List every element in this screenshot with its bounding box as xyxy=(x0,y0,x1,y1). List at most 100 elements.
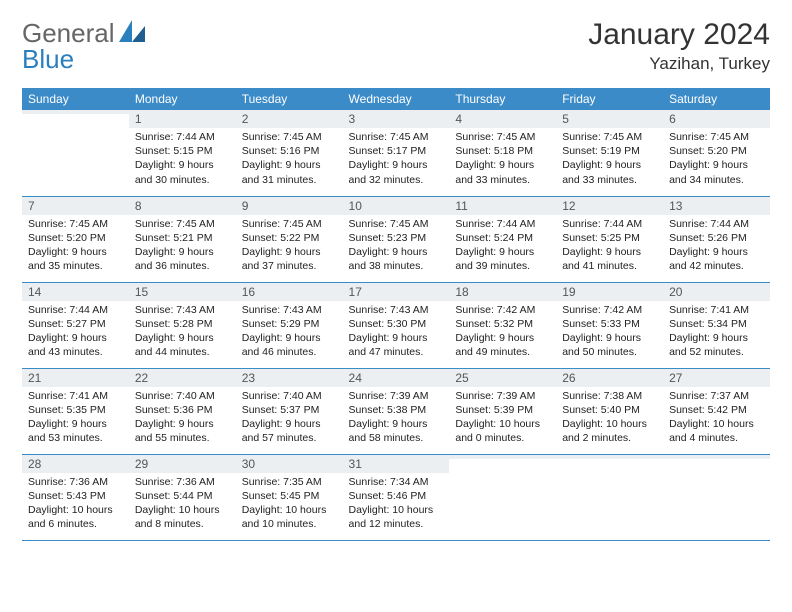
sunset-text: Sunset: 5:44 PM xyxy=(135,489,230,503)
sunset-text: Sunset: 5:43 PM xyxy=(28,489,123,503)
daylight-text: Daylight: 9 hours and 42 minutes. xyxy=(669,245,764,273)
weekday-header: Sunday xyxy=(22,88,129,110)
sunrise-text: Sunrise: 7:43 AM xyxy=(349,303,444,317)
sunrise-text: Sunrise: 7:45 AM xyxy=(349,217,444,231)
sunrise-text: Sunrise: 7:45 AM xyxy=(135,217,230,231)
sunrise-text: Sunrise: 7:44 AM xyxy=(28,303,123,317)
calendar-week-row: 28Sunrise: 7:36 AMSunset: 5:43 PMDayligh… xyxy=(22,454,770,540)
sunset-text: Sunset: 5:26 PM xyxy=(669,231,764,245)
sunrise-text: Sunrise: 7:34 AM xyxy=(349,475,444,489)
sunset-text: Sunset: 5:35 PM xyxy=(28,403,123,417)
sunset-text: Sunset: 5:16 PM xyxy=(242,144,337,158)
day-number xyxy=(556,455,663,459)
calendar-day-cell: 10Sunrise: 7:45 AMSunset: 5:23 PMDayligh… xyxy=(343,196,450,282)
sunrise-text: Sunrise: 7:44 AM xyxy=(455,217,550,231)
daylight-text: Daylight: 10 hours and 8 minutes. xyxy=(135,503,230,531)
sunrise-text: Sunrise: 7:44 AM xyxy=(562,217,657,231)
day-number xyxy=(663,455,770,459)
daylight-text: Daylight: 9 hours and 36 minutes. xyxy=(135,245,230,273)
day-number: 10 xyxy=(343,197,450,215)
daylight-text: Daylight: 9 hours and 55 minutes. xyxy=(135,417,230,445)
calendar-day-cell: 17Sunrise: 7:43 AMSunset: 5:30 PMDayligh… xyxy=(343,282,450,368)
calendar-day-cell: 13Sunrise: 7:44 AMSunset: 5:26 PMDayligh… xyxy=(663,196,770,282)
sunrise-text: Sunrise: 7:45 AM xyxy=(562,130,657,144)
calendar-day-cell: 8Sunrise: 7:45 AMSunset: 5:21 PMDaylight… xyxy=(129,196,236,282)
sunrise-text: Sunrise: 7:41 AM xyxy=(669,303,764,317)
day-body: Sunrise: 7:45 AMSunset: 5:18 PMDaylight:… xyxy=(449,128,556,191)
daylight-text: Daylight: 9 hours and 33 minutes. xyxy=(562,158,657,186)
day-number: 22 xyxy=(129,369,236,387)
day-number: 20 xyxy=(663,283,770,301)
day-body: Sunrise: 7:38 AMSunset: 5:40 PMDaylight:… xyxy=(556,387,663,450)
daylight-text: Daylight: 9 hours and 44 minutes. xyxy=(135,331,230,359)
day-number: 27 xyxy=(663,369,770,387)
day-number: 29 xyxy=(129,455,236,473)
daylight-text: Daylight: 9 hours and 38 minutes. xyxy=(349,245,444,273)
calendar-day-cell: 1Sunrise: 7:44 AMSunset: 5:15 PMDaylight… xyxy=(129,110,236,196)
day-body: Sunrise: 7:36 AMSunset: 5:44 PMDaylight:… xyxy=(129,473,236,536)
logo-text-blue: Blue xyxy=(22,44,74,75)
sunrise-text: Sunrise: 7:43 AM xyxy=(135,303,230,317)
day-body: Sunrise: 7:45 AMSunset: 5:19 PMDaylight:… xyxy=(556,128,663,191)
day-number: 11 xyxy=(449,197,556,215)
day-number: 5 xyxy=(556,110,663,128)
daylight-text: Daylight: 10 hours and 12 minutes. xyxy=(349,503,444,531)
logo-mark-icon xyxy=(119,18,145,49)
calendar-day-cell: 4Sunrise: 7:45 AMSunset: 5:18 PMDaylight… xyxy=(449,110,556,196)
sunrise-text: Sunrise: 7:40 AM xyxy=(135,389,230,403)
day-body: Sunrise: 7:34 AMSunset: 5:46 PMDaylight:… xyxy=(343,473,450,536)
calendar-day-cell: 24Sunrise: 7:39 AMSunset: 5:38 PMDayligh… xyxy=(343,368,450,454)
calendar-day-cell xyxy=(556,454,663,540)
daylight-text: Daylight: 9 hours and 46 minutes. xyxy=(242,331,337,359)
day-body: Sunrise: 7:44 AMSunset: 5:25 PMDaylight:… xyxy=(556,215,663,278)
daylight-text: Daylight: 9 hours and 43 minutes. xyxy=(28,331,123,359)
day-number: 16 xyxy=(236,283,343,301)
weekday-header-row: Sunday Monday Tuesday Wednesday Thursday… xyxy=(22,88,770,110)
daylight-text: Daylight: 9 hours and 50 minutes. xyxy=(562,331,657,359)
day-body: Sunrise: 7:37 AMSunset: 5:42 PMDaylight:… xyxy=(663,387,770,450)
calendar-day-cell: 26Sunrise: 7:38 AMSunset: 5:40 PMDayligh… xyxy=(556,368,663,454)
day-number: 7 xyxy=(22,197,129,215)
calendar-day-cell: 29Sunrise: 7:36 AMSunset: 5:44 PMDayligh… xyxy=(129,454,236,540)
day-number: 15 xyxy=(129,283,236,301)
sunset-text: Sunset: 5:42 PM xyxy=(669,403,764,417)
day-body: Sunrise: 7:45 AMSunset: 5:23 PMDaylight:… xyxy=(343,215,450,278)
sunrise-text: Sunrise: 7:39 AM xyxy=(349,389,444,403)
daylight-text: Daylight: 9 hours and 52 minutes. xyxy=(669,331,764,359)
calendar-week-row: 21Sunrise: 7:41 AMSunset: 5:35 PMDayligh… xyxy=(22,368,770,454)
sunset-text: Sunset: 5:25 PM xyxy=(562,231,657,245)
sunset-text: Sunset: 5:32 PM xyxy=(455,317,550,331)
daylight-text: Daylight: 9 hours and 39 minutes. xyxy=(455,245,550,273)
sunrise-text: Sunrise: 7:41 AM xyxy=(28,389,123,403)
sunrise-text: Sunrise: 7:43 AM xyxy=(242,303,337,317)
day-number: 26 xyxy=(556,369,663,387)
calendar-day-cell: 28Sunrise: 7:36 AMSunset: 5:43 PMDayligh… xyxy=(22,454,129,540)
calendar-day-cell: 11Sunrise: 7:44 AMSunset: 5:24 PMDayligh… xyxy=(449,196,556,282)
day-body: Sunrise: 7:44 AMSunset: 5:27 PMDaylight:… xyxy=(22,301,129,364)
calendar-day-cell: 20Sunrise: 7:41 AMSunset: 5:34 PMDayligh… xyxy=(663,282,770,368)
calendar-day-cell: 31Sunrise: 7:34 AMSunset: 5:46 PMDayligh… xyxy=(343,454,450,540)
sunset-text: Sunset: 5:30 PM xyxy=(349,317,444,331)
sunrise-text: Sunrise: 7:36 AM xyxy=(135,475,230,489)
sunrise-text: Sunrise: 7:37 AM xyxy=(669,389,764,403)
weekday-header: Thursday xyxy=(449,88,556,110)
daylight-text: Daylight: 9 hours and 31 minutes. xyxy=(242,158,337,186)
calendar-day-cell: 9Sunrise: 7:45 AMSunset: 5:22 PMDaylight… xyxy=(236,196,343,282)
calendar-day-cell: 2Sunrise: 7:45 AMSunset: 5:16 PMDaylight… xyxy=(236,110,343,196)
daylight-text: Daylight: 10 hours and 10 minutes. xyxy=(242,503,337,531)
calendar-day-cell: 15Sunrise: 7:43 AMSunset: 5:28 PMDayligh… xyxy=(129,282,236,368)
calendar-week-row: 7Sunrise: 7:45 AMSunset: 5:20 PMDaylight… xyxy=(22,196,770,282)
calendar-day-cell: 27Sunrise: 7:37 AMSunset: 5:42 PMDayligh… xyxy=(663,368,770,454)
day-body: Sunrise: 7:42 AMSunset: 5:32 PMDaylight:… xyxy=(449,301,556,364)
day-number: 19 xyxy=(556,283,663,301)
daylight-text: Daylight: 9 hours and 32 minutes. xyxy=(349,158,444,186)
day-number: 31 xyxy=(343,455,450,473)
weekday-header: Saturday xyxy=(663,88,770,110)
day-body: Sunrise: 7:45 AMSunset: 5:16 PMDaylight:… xyxy=(236,128,343,191)
sunset-text: Sunset: 5:23 PM xyxy=(349,231,444,245)
daylight-text: Daylight: 9 hours and 35 minutes. xyxy=(28,245,123,273)
day-body: Sunrise: 7:45 AMSunset: 5:20 PMDaylight:… xyxy=(663,128,770,191)
day-body: Sunrise: 7:45 AMSunset: 5:22 PMDaylight:… xyxy=(236,215,343,278)
sunrise-text: Sunrise: 7:45 AM xyxy=(455,130,550,144)
day-body: Sunrise: 7:44 AMSunset: 5:15 PMDaylight:… xyxy=(129,128,236,191)
